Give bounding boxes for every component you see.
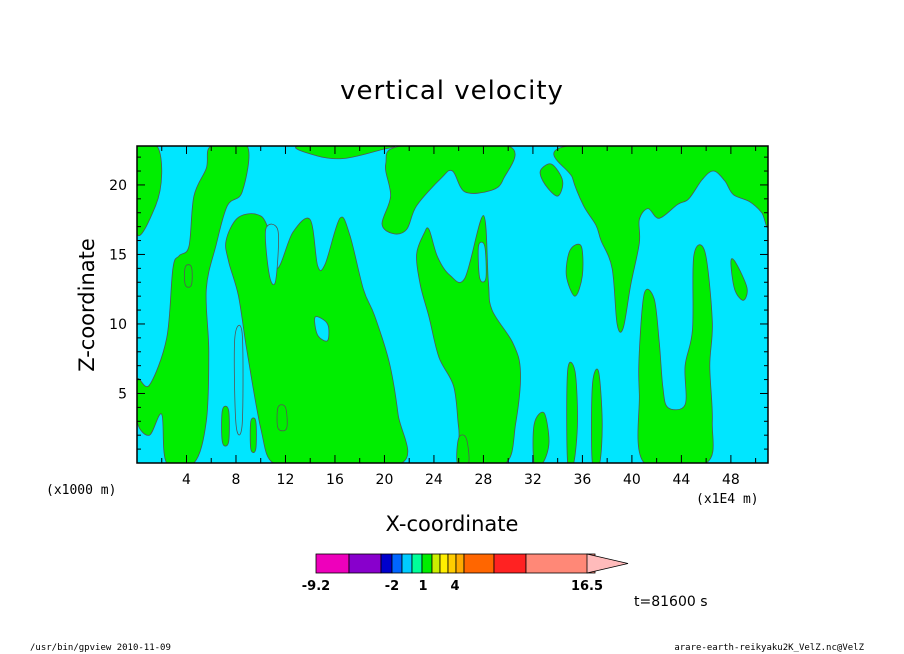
contour-region-positive xyxy=(295,146,395,160)
contour-region-positive xyxy=(730,258,748,301)
colorbar-segment xyxy=(391,553,403,574)
contour-region-positive xyxy=(381,146,516,235)
plot-frame xyxy=(136,145,769,464)
colorbar-segment xyxy=(380,553,393,574)
footer-file-info: arare-earth-reikyaku2K_VelZ.nc@VelZ xyxy=(674,643,864,653)
x-tick-label: 12 xyxy=(277,472,295,488)
contour-region-positive xyxy=(456,434,470,463)
y-tick-label: 5 xyxy=(118,386,127,402)
contour-region-positive xyxy=(532,411,550,463)
x-tick-label: 16 xyxy=(326,472,344,488)
contour-region-positive xyxy=(566,361,578,463)
colorbar-tick-label: -9.2 xyxy=(302,579,330,594)
x-axis-label: X-coordinate xyxy=(385,512,519,536)
x-tick-label: 48 xyxy=(722,472,740,488)
contour-region-negative xyxy=(314,316,330,342)
x-tick-label: 36 xyxy=(573,472,591,488)
x-tick-label: 44 xyxy=(672,472,690,488)
x-tick-label: 28 xyxy=(475,472,493,488)
x-axis-unit-right: (x1E4 m) xyxy=(696,492,759,507)
footer-program-info: /usr/bin/gpview 2010-11-09 xyxy=(30,643,171,653)
x-tick-label: 40 xyxy=(623,472,641,488)
contour-region-positive xyxy=(184,264,193,288)
contour-region-positive xyxy=(565,243,584,297)
colorbar-tick-label: 4 xyxy=(450,579,459,594)
colorbar-extend-arrow xyxy=(586,553,629,574)
colorbar-tick-label: -2 xyxy=(385,579,399,594)
contour-region-positive xyxy=(591,368,603,463)
colorbar-segment xyxy=(455,553,465,574)
colorbar-segment xyxy=(525,553,596,574)
colorbar-segment xyxy=(348,553,382,574)
contour-region-positive xyxy=(221,405,230,447)
colorbar-segment xyxy=(463,553,495,574)
chart-title: vertical velocity xyxy=(340,76,564,106)
x-axis-unit-left: (x1000 m) xyxy=(46,483,117,498)
y-tick-label: 20 xyxy=(109,178,127,194)
time-annotation: t=81600 s xyxy=(634,594,708,610)
contour-region-positive xyxy=(637,244,714,463)
x-tick-label: 8 xyxy=(232,472,241,488)
colorbar-segment xyxy=(411,553,423,574)
colorbar-segment xyxy=(401,553,413,574)
colorbar-segment xyxy=(315,553,350,574)
colorbar-segment xyxy=(421,553,433,574)
contour-region-positive xyxy=(416,215,521,463)
contour-region-positive xyxy=(137,146,163,237)
colorbar-segment xyxy=(439,553,449,574)
colorbar-tick-label: 1 xyxy=(418,579,427,594)
contour-region-positive xyxy=(276,404,288,432)
x-tick-label: 32 xyxy=(524,472,542,488)
colorbar-segment xyxy=(447,553,457,574)
contour-region-negative xyxy=(264,223,279,286)
y-tick-label: 15 xyxy=(109,247,127,263)
contour-region-positive xyxy=(553,146,768,333)
contour-region-positive xyxy=(137,146,250,463)
colorbar-tick-label: 16.5 xyxy=(571,579,603,594)
x-tick-label: 4 xyxy=(182,472,191,488)
colorbar-segment xyxy=(431,553,441,574)
contour-region-negative xyxy=(477,241,487,283)
y-tick-label: 10 xyxy=(109,317,127,333)
x-tick-label: 20 xyxy=(376,472,394,488)
x-tick-label: 24 xyxy=(425,472,443,488)
contour-region-positive xyxy=(539,163,564,197)
contour-region-positive xyxy=(249,417,257,453)
colorbar-segment xyxy=(493,553,527,574)
contour-region-negative xyxy=(233,324,244,436)
y-axis-label: Z-coordinate xyxy=(75,238,99,372)
